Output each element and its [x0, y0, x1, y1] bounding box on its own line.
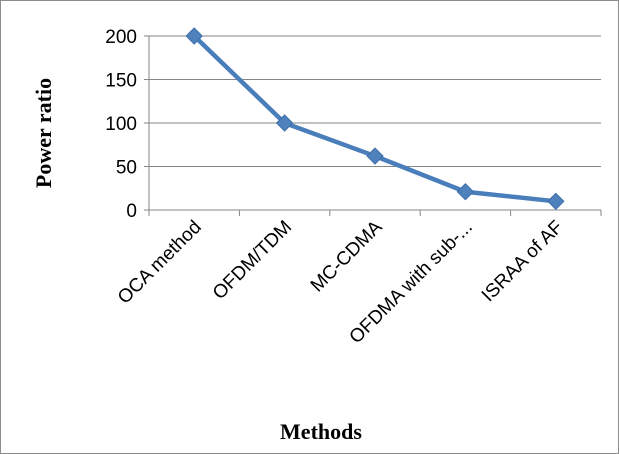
y-tick-label-100: 100: [105, 114, 137, 135]
x-tick-label-4: ISRAA of AF: [478, 217, 568, 307]
y-tick-label-50: 50: [116, 158, 137, 179]
data-point-0: [185, 27, 203, 45]
y-axis-title: Power ratio: [31, 78, 56, 188]
data-point-2: [366, 147, 384, 165]
data-point-1: [275, 114, 294, 132]
axes: [144, 35, 602, 216]
data-point-4: [547, 192, 565, 211]
x-tick-label-1: OFDM/TDM: [209, 217, 296, 304]
gridlines: [149, 35, 601, 167]
x-axis-title: Methods: [280, 419, 362, 444]
y-tick-label-0: 0: [126, 201, 137, 222]
y-tick-label-200: 200: [105, 27, 137, 48]
x-tick-label-2: MC-CDMA: [307, 216, 387, 296]
data-series: [185, 27, 565, 211]
series-line-0: [192, 34, 557, 204]
y-tick-labels: 0 50 100 150 200: [105, 27, 137, 222]
x-tick-label-0: OCA method: [114, 217, 206, 309]
y-tick-label-150: 150: [105, 71, 137, 92]
data-point-3: [456, 183, 475, 201]
